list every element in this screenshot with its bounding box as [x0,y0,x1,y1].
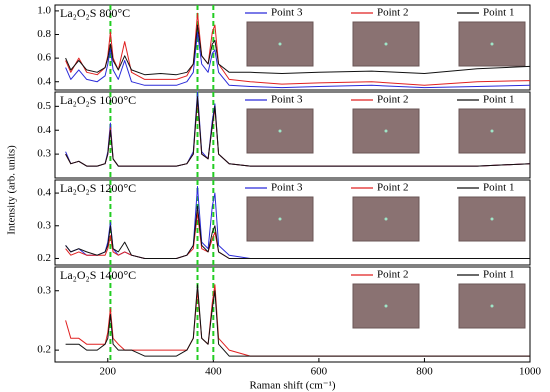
plot-frame [54,91,531,179]
legend-label: Point 3 [271,182,303,194]
legend-label: Point 2 [377,182,408,194]
y-tick-label: 0.6 [37,52,51,64]
spectrum-line [65,31,531,89]
photo-spot [384,217,388,221]
photo-spot [490,129,494,133]
x-tick-label: 1000 [519,366,542,378]
y-tick-label: 0.5 [37,100,51,112]
y-tick-label: 0.4 [37,75,51,87]
photo-spot [384,304,388,308]
y-tick-label: 0.3 [37,148,51,160]
y-tick-label: 0.3 [37,219,51,231]
legend-label: Point 1 [483,269,514,281]
panel-label: La₂O₂S 1000°C [60,93,136,107]
spectrum-line [65,24,531,76]
legend-label: Point 2 [377,7,408,19]
spectrum-line [65,205,530,259]
y-tick-label: 0.4 [37,187,51,199]
plot-frame [54,179,531,266]
x-tick-label: 200 [100,366,117,378]
x-tick-label: 600 [311,366,328,378]
legend-label: Point 2 [377,269,408,281]
photo-spot [490,217,494,221]
photo-spot [278,42,282,46]
x-tick-label: 800 [416,366,433,378]
x-tick-label: 400 [205,366,222,378]
legend-label: Point 3 [271,7,303,19]
y-tick-label: 0.2 [37,344,51,356]
legend-label: Point 3 [271,94,303,106]
spectrum-line [65,284,530,357]
y-tick-label: 0.2 [37,252,51,264]
spectrum-line [65,96,531,167]
photo-spot [278,129,282,133]
photo-spot [490,42,494,46]
legend-label: Point 1 [483,94,514,106]
panel-label: La₂O₂S 800°C [60,6,130,20]
y-tick-label: 0.3 [37,284,51,296]
panel-label: La₂O₂S 1400°C [60,268,136,282]
photo-spot [490,304,494,308]
plot-frame [54,4,531,91]
legend-label: Point 1 [483,7,514,19]
y-tick-label: 0.4 [37,124,51,136]
x-axis-title: Raman shift (cm⁻¹) [249,380,335,392]
legend-label: Point 1 [483,182,514,194]
y-axis-title: Intensity (arb. units) [6,145,18,235]
plot-frame [54,266,531,363]
legend-label: Point 2 [377,94,408,106]
photo-spot [278,217,282,221]
panel-label: La₂O₂S 1200°C [60,181,136,195]
photo-spot [384,129,388,133]
photo-spot [384,42,388,46]
y-tick-label: 0.8 [37,28,51,40]
y-tick-label: 1.0 [37,4,51,16]
